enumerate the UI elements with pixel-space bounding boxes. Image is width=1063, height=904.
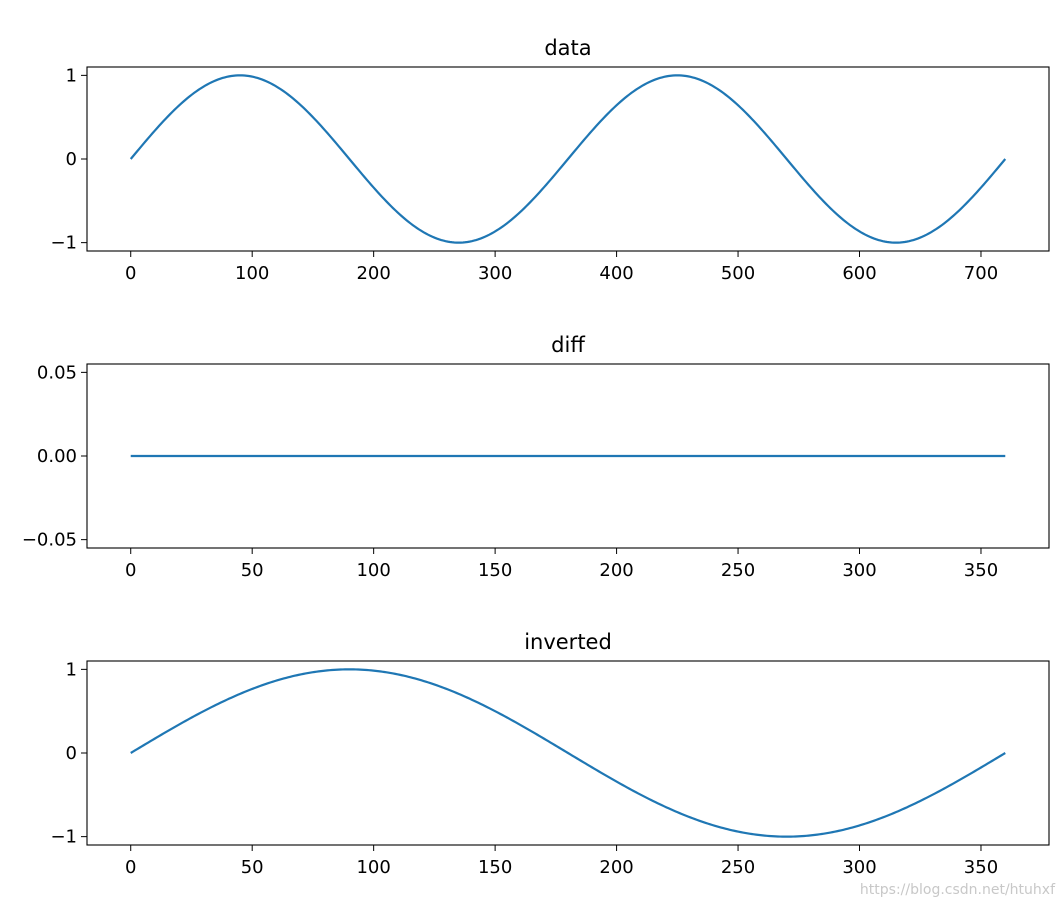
x-tick-label: 600 xyxy=(842,263,876,284)
x-tick-label: 350 xyxy=(964,857,998,878)
x-tick-label: 150 xyxy=(478,857,512,878)
x-tick-label: 200 xyxy=(599,560,633,581)
series-line-inverted xyxy=(130,668,1006,838)
chart-title: diff xyxy=(551,333,585,357)
y-tick-label: −1 xyxy=(50,827,77,848)
x-tick-label: 100 xyxy=(356,560,390,581)
y-tick-label: 0.05 xyxy=(37,362,77,383)
y-tick-label: −1 xyxy=(50,233,77,254)
chart-title: data xyxy=(544,36,591,60)
x-tick-label: 0 xyxy=(125,560,136,581)
chart-title: inverted xyxy=(524,630,612,654)
x-tick-label: 0 xyxy=(125,263,136,284)
x-tick-label: 250 xyxy=(721,560,755,581)
y-tick-label: 0 xyxy=(66,149,77,170)
x-tick-label: 150 xyxy=(478,560,512,581)
x-tick-label: 50 xyxy=(241,857,264,878)
x-tick-label: 300 xyxy=(842,857,876,878)
x-tick-label: 200 xyxy=(599,857,633,878)
x-tick-label: 200 xyxy=(356,263,390,284)
series-line-data xyxy=(129,74,1007,244)
x-tick-label: 100 xyxy=(235,263,269,284)
x-tick-label: 250 xyxy=(721,857,755,878)
x-tick-label: 500 xyxy=(721,263,755,284)
y-tick-label: 0.00 xyxy=(37,446,77,467)
x-tick-label: 0 xyxy=(125,857,136,878)
x-tick-label: 400 xyxy=(599,263,633,284)
x-tick-label: 300 xyxy=(478,263,512,284)
x-tick-label: 100 xyxy=(356,857,390,878)
y-tick-label: 0 xyxy=(66,743,77,764)
x-tick-label: 50 xyxy=(241,560,264,581)
x-tick-label: 300 xyxy=(842,560,876,581)
watermark: https://blog.csdn.net/htuhxf xyxy=(859,882,1055,898)
x-tick-label: 700 xyxy=(964,263,998,284)
y-tick-label: 1 xyxy=(66,659,77,680)
y-tick-label: −0.05 xyxy=(22,530,77,551)
y-tick-label: 1 xyxy=(66,65,77,86)
x-tick-label: 350 xyxy=(964,560,998,581)
